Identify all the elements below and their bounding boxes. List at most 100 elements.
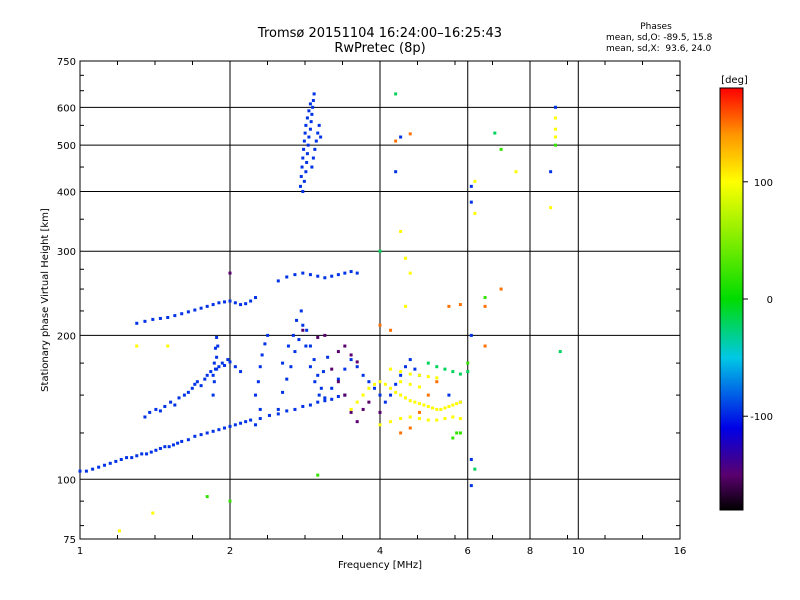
data-point <box>378 410 382 414</box>
data-point <box>103 463 107 467</box>
data-point <box>193 434 197 438</box>
data-point <box>466 361 470 365</box>
data-point <box>285 275 289 279</box>
data-point <box>483 304 487 308</box>
data-point <box>253 423 257 427</box>
data-point <box>323 276 327 280</box>
data-point <box>193 382 197 386</box>
data-point <box>313 147 317 151</box>
data-point <box>330 274 334 278</box>
x-tick-label: 16 <box>674 546 687 557</box>
data-point <box>309 120 313 124</box>
data-point <box>281 390 285 394</box>
data-point <box>211 393 215 397</box>
data-point <box>78 469 82 473</box>
x-axis-label: Frequency [MHz] <box>338 560 422 571</box>
data-point <box>299 174 303 178</box>
chart-subtitle: RwPretec (8p) <box>334 41 426 56</box>
y-tick-label: 300 <box>57 247 76 258</box>
data-point <box>223 300 227 304</box>
data-point <box>330 397 334 401</box>
data-point <box>158 316 162 320</box>
data-point <box>177 396 181 400</box>
data-point <box>253 296 257 300</box>
data-point <box>228 360 232 364</box>
data-point <box>466 370 470 374</box>
data-point <box>378 249 382 253</box>
data-point <box>336 377 340 381</box>
data-point <box>408 132 412 136</box>
data-point <box>125 456 129 460</box>
data-point <box>435 418 439 422</box>
data-point <box>473 467 477 471</box>
x-tick-label: 6 <box>465 546 471 557</box>
data-point <box>417 385 421 389</box>
data-point <box>263 342 267 346</box>
data-point <box>553 105 557 109</box>
data-point <box>289 365 293 369</box>
data-point <box>311 99 315 103</box>
x-tick-label: 10 <box>572 546 585 557</box>
data-point <box>301 404 305 408</box>
data-point <box>281 361 285 365</box>
data-point <box>355 420 359 424</box>
data-point <box>469 484 473 488</box>
data-point <box>408 382 412 386</box>
data-point <box>205 431 209 435</box>
data-point <box>217 365 221 369</box>
data-point <box>458 303 462 307</box>
data-point <box>276 279 280 283</box>
data-point <box>223 426 227 430</box>
data-point <box>163 404 167 408</box>
y-tick-label: 500 <box>57 141 76 152</box>
data-point <box>143 415 147 419</box>
data-point <box>553 143 557 147</box>
data-point <box>276 407 280 411</box>
data-point <box>239 421 243 425</box>
data-point <box>305 328 309 332</box>
data-point <box>228 271 232 275</box>
data-point <box>355 365 359 369</box>
data-point <box>394 390 398 394</box>
data-point <box>473 179 477 183</box>
data-point <box>228 499 232 503</box>
data-point <box>267 413 271 417</box>
data-point <box>403 365 407 369</box>
data-point <box>211 303 215 307</box>
data-point <box>316 400 320 404</box>
data-point <box>394 382 398 386</box>
data-point <box>383 382 387 386</box>
data-point <box>343 344 347 348</box>
data-point <box>343 393 347 397</box>
data-point <box>148 410 152 414</box>
data-point <box>117 529 121 533</box>
data-point <box>291 333 295 337</box>
data-point <box>91 467 95 471</box>
data-point <box>215 355 219 359</box>
data-point <box>135 344 139 348</box>
data-point <box>355 400 359 404</box>
data-point <box>349 358 353 362</box>
colorbar-label: [deg] <box>721 75 748 86</box>
data-point <box>399 373 403 377</box>
x-tick-label: 1 <box>77 546 83 557</box>
data-point <box>149 450 153 454</box>
data-point <box>286 344 290 348</box>
data-point <box>514 170 518 174</box>
data-point <box>298 184 302 188</box>
data-point <box>239 370 243 374</box>
data-point <box>361 373 365 377</box>
data-point <box>455 431 459 435</box>
data-point <box>336 273 340 277</box>
colorbar-tick-label: 100 <box>754 178 773 189</box>
data-point <box>426 418 430 422</box>
data-point <box>249 418 253 422</box>
data-point <box>306 143 310 147</box>
data-point <box>469 457 473 461</box>
data-point <box>319 386 323 390</box>
data-point <box>323 399 327 403</box>
data-point <box>186 310 190 314</box>
data-point <box>135 321 139 325</box>
data-point <box>426 393 430 397</box>
data-point <box>319 135 323 139</box>
